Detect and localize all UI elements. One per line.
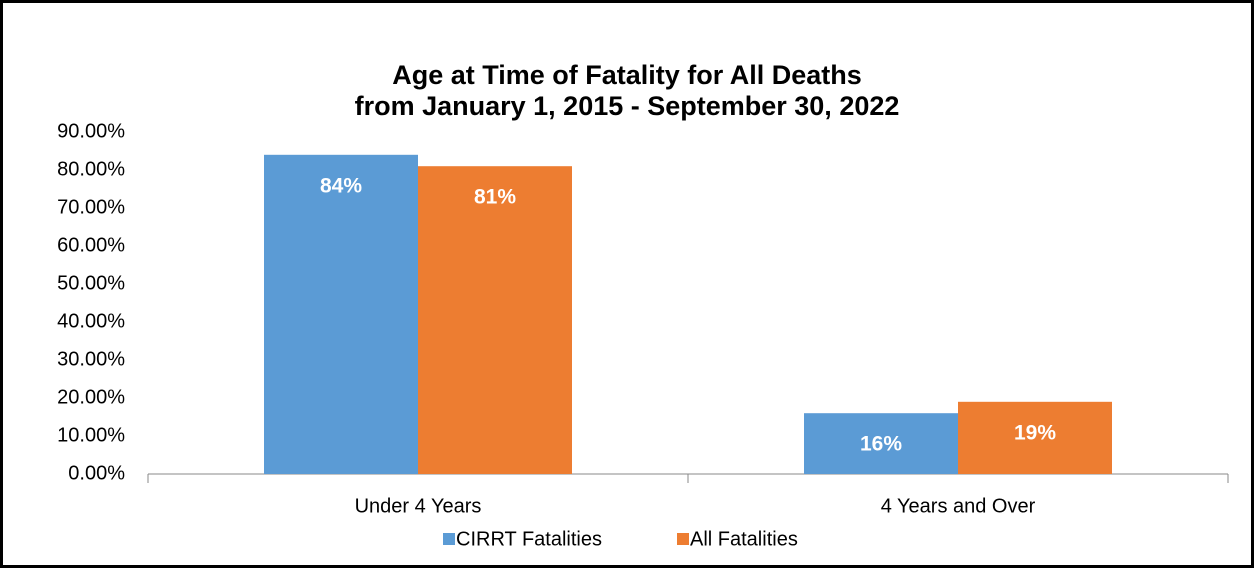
chart-subtitle: from January 1, 2015 - September 30, 202… bbox=[355, 91, 900, 121]
legend-swatch bbox=[443, 533, 455, 545]
legend-label: CIRRT Fatalities bbox=[456, 528, 602, 550]
y-tick-label: 30.00% bbox=[57, 348, 125, 370]
y-tick-label: 90.00% bbox=[57, 120, 125, 142]
value-label: 81% bbox=[474, 186, 516, 209]
value-label: 84% bbox=[320, 174, 362, 197]
bar bbox=[804, 413, 958, 474]
bar bbox=[418, 166, 572, 474]
legend-swatch bbox=[677, 533, 689, 545]
y-tick-label: 40.00% bbox=[57, 310, 125, 332]
y-tick-label: 10.00% bbox=[57, 424, 125, 446]
y-tick-label: 60.00% bbox=[57, 234, 125, 256]
y-tick-label: 50.00% bbox=[57, 272, 125, 294]
x-tick-label: Under 4 Years bbox=[355, 495, 482, 517]
y-tick-label: 0.00% bbox=[68, 462, 125, 484]
chart-title: Age at Time of Fatality for All Deaths bbox=[392, 60, 862, 90]
y-tick-label: 70.00% bbox=[57, 196, 125, 218]
y-tick-label: 80.00% bbox=[57, 158, 125, 180]
y-tick-label: 20.00% bbox=[57, 386, 125, 408]
x-tick-label: 4 Years and Over bbox=[881, 495, 1036, 517]
legend-label: All Fatalities bbox=[690, 528, 798, 550]
bar bbox=[958, 401, 1112, 474]
value-label: 16% bbox=[860, 433, 902, 456]
bar bbox=[264, 154, 418, 475]
value-label: 19% bbox=[1014, 421, 1056, 444]
